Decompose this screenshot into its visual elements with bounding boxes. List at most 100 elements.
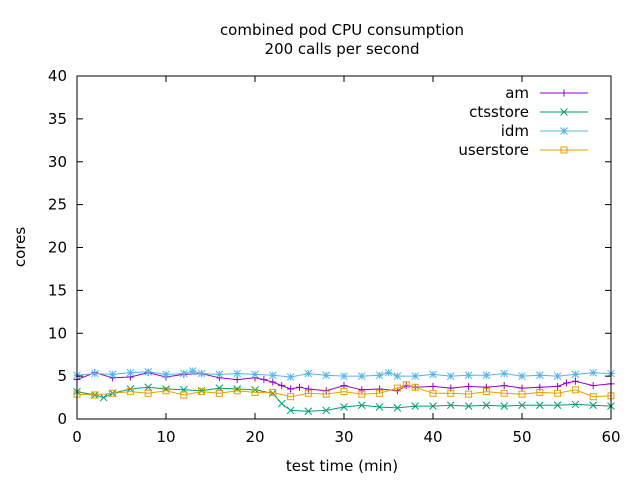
data-point-idm xyxy=(126,368,135,377)
data-point-userstore xyxy=(465,390,473,398)
data-point-userstore xyxy=(251,388,259,396)
data-point-ctsstore xyxy=(393,403,402,412)
data-point-am xyxy=(340,382,348,390)
data-point-idm xyxy=(188,367,197,375)
y-tick-label: 25 xyxy=(48,196,67,214)
data-point-userstore xyxy=(340,388,348,396)
data-point-am xyxy=(233,376,241,384)
data-point-idm xyxy=(268,371,277,380)
data-point-ctsstore xyxy=(589,401,598,410)
data-point-idm xyxy=(535,371,544,380)
data-point-ctsstore xyxy=(482,401,491,410)
data-point-idm xyxy=(393,372,402,380)
data-point-idm xyxy=(375,371,384,380)
data-point-idm xyxy=(108,370,117,379)
data-point-ctsstore xyxy=(144,383,153,392)
data-point-am xyxy=(287,385,295,393)
data-point-userstore xyxy=(109,389,117,397)
data-point-userstore xyxy=(233,387,241,395)
data-point-userstore xyxy=(589,393,597,401)
data-point-userstore xyxy=(304,389,312,397)
data-point-am xyxy=(563,379,570,387)
data-point-userstore xyxy=(180,391,188,399)
data-point-idm xyxy=(215,370,224,379)
data-point-userstore xyxy=(429,389,437,397)
data-point-userstore xyxy=(402,381,410,389)
data-point-userstore xyxy=(322,390,330,398)
data-point-userstore xyxy=(393,384,401,392)
data-point-ctsstore xyxy=(99,393,108,402)
legend-label-idm: idm xyxy=(501,122,529,140)
data-point-ctsstore xyxy=(446,401,455,410)
data-point-idm xyxy=(482,371,491,380)
data-point-idm xyxy=(411,372,420,380)
data-point-am xyxy=(376,385,384,393)
data-point-ctsstore xyxy=(553,401,562,410)
data-point-am xyxy=(429,382,437,390)
data-point-idm xyxy=(144,367,153,376)
y-axis-label: cores xyxy=(11,227,29,267)
data-point-ctsstore xyxy=(357,401,366,410)
data-point-userstore xyxy=(500,389,508,397)
data-point-idm xyxy=(518,372,526,380)
data-point-idm xyxy=(446,372,455,380)
data-point-idm xyxy=(357,372,366,380)
data-point-ctsstore xyxy=(277,399,286,408)
data-point-ctsstore xyxy=(375,403,384,411)
data-point-idm xyxy=(464,371,473,380)
data-point-userstore xyxy=(198,388,206,396)
data-point-am xyxy=(304,385,312,393)
y-tick-label: 15 xyxy=(48,281,67,299)
legend-marker-idm xyxy=(560,127,568,135)
series-idm xyxy=(73,367,615,381)
data-point-userstore xyxy=(215,389,223,397)
data-point-userstore xyxy=(554,389,562,397)
data-point-userstore xyxy=(269,388,277,396)
data-point-idm xyxy=(90,369,99,378)
data-point-idm xyxy=(340,372,348,380)
data-point-ctsstore xyxy=(322,406,331,415)
x-tick-label: 10 xyxy=(156,428,175,446)
data-point-ctsstore xyxy=(286,406,295,415)
data-point-ctsstore xyxy=(429,402,437,410)
data-point-idm xyxy=(571,370,580,379)
data-point-userstore xyxy=(518,390,526,398)
data-point-userstore xyxy=(571,386,579,394)
data-point-userstore xyxy=(376,389,384,397)
legend-label-userstore: userstore xyxy=(458,141,529,159)
data-point-userstore xyxy=(126,388,134,396)
data-point-ctsstore xyxy=(411,402,420,410)
x-tick-label: 0 xyxy=(72,428,82,446)
data-point-idm xyxy=(429,370,437,379)
data-point-idm xyxy=(286,373,295,381)
data-point-userstore xyxy=(447,389,455,397)
data-point-am xyxy=(269,378,277,386)
data-point-idm xyxy=(179,369,188,378)
data-point-ctsstore xyxy=(535,401,544,410)
data-point-ctsstore xyxy=(518,401,526,410)
x-tick-label: 60 xyxy=(601,428,620,446)
data-point-idm xyxy=(162,370,170,379)
data-point-am xyxy=(518,384,526,392)
data-point-ctsstore xyxy=(571,400,580,409)
y-tick-label: 20 xyxy=(48,239,67,257)
data-point-am xyxy=(465,382,473,390)
data-point-am xyxy=(358,386,366,394)
data-point-idm xyxy=(197,369,206,378)
chart-subtitle: 200 calls per second xyxy=(265,40,420,58)
x-tick-label: 30 xyxy=(334,428,353,446)
series-userstore xyxy=(73,381,615,401)
y-tick-label: 0 xyxy=(57,410,67,428)
x-tick-label: 40 xyxy=(423,428,442,446)
data-point-userstore xyxy=(358,390,366,398)
data-point-am xyxy=(554,382,562,390)
data-point-idm xyxy=(304,369,313,378)
data-point-am xyxy=(482,383,490,391)
plot-frame xyxy=(76,75,612,420)
data-point-ctsstore xyxy=(500,402,509,410)
y-tick-label: 5 xyxy=(57,367,67,385)
data-point-userstore xyxy=(411,383,419,391)
x-tick-label: 20 xyxy=(245,428,264,446)
